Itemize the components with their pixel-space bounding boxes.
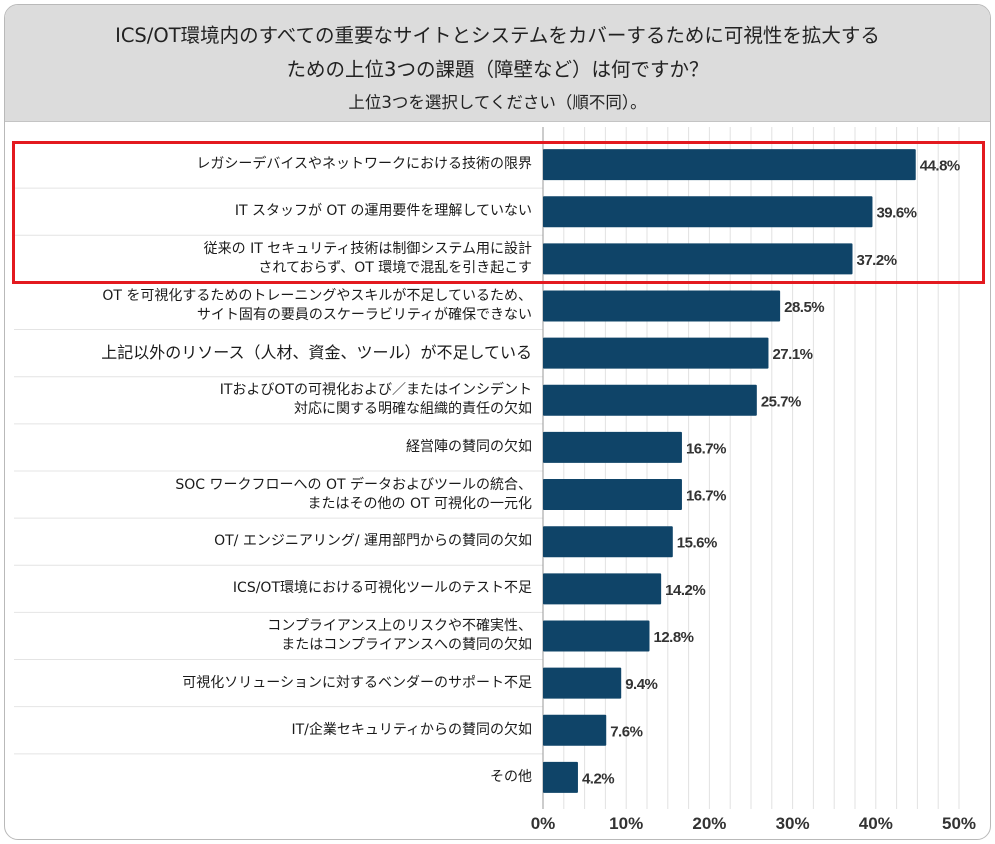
chart-header: ICS/OT環境内のすべての重要なサイトとシステムをカバーするために可視性を拡大… <box>5 5 990 122</box>
category-label: その他 <box>490 768 532 785</box>
bar-value-label: 16.7% <box>686 488 726 505</box>
bar-value-label: 7.6% <box>610 723 642 740</box>
bar-value-label: 12.8% <box>653 629 693 646</box>
bar <box>543 714 607 746</box>
bar <box>543 196 873 228</box>
bar-value-label: 44.8% <box>920 158 960 175</box>
bar-value-label: 4.2% <box>582 770 614 787</box>
category-label: レガシーデバイスやネットワークにおける技術の限界 <box>196 156 532 173</box>
bar-value-label: 9.4% <box>625 676 657 693</box>
category-label: 可視化ソリューションに対するベンダーのサポート不足 <box>182 674 532 691</box>
x-tick-label: 10% <box>609 814 643 833</box>
category-label: 上記以外のリソース（人材、資金、ツール）が不足している <box>101 342 532 362</box>
bar-value-label: 16.7% <box>686 440 726 457</box>
bar <box>543 573 662 605</box>
bar-value-label: 37.2% <box>857 252 897 269</box>
category-label: OT/ エンジニアリング/ 運用部門からの賛同の欠如 <box>214 533 532 550</box>
bar <box>543 243 853 275</box>
bar-value-label: 25.7% <box>761 393 801 410</box>
bar <box>543 620 650 652</box>
category-label: SOC ワークフローへの OT データおよびツールの統合、 またはその他の OT… <box>175 476 532 512</box>
bar <box>543 337 769 369</box>
bar <box>543 479 682 511</box>
bar <box>543 384 757 416</box>
x-tick-label: 40% <box>859 814 893 833</box>
category-label: IT スタッフが OT の運用要件を理解していない <box>234 203 532 220</box>
chart-title-line-2: ための上位3つの課題（障壁など）は何ですか？ <box>286 58 709 81</box>
bar <box>543 526 673 558</box>
bar-value-label: 15.6% <box>677 535 717 552</box>
bar <box>543 667 622 699</box>
category-label: ICS/OT環境における可視化ツールのテスト不足 <box>232 580 532 597</box>
x-tick-label: 20% <box>692 814 726 833</box>
x-tick-label: 50% <box>942 814 976 833</box>
bar-value-label: 27.1% <box>772 346 812 363</box>
bar-value-label: 39.6% <box>876 205 916 222</box>
chart-subtitle: 上位3つを選択してください（順不同）。 <box>348 93 647 112</box>
x-tick-label: 0% <box>531 814 556 833</box>
x-tick-label: 30% <box>776 814 810 833</box>
bar <box>543 761 578 793</box>
category-label: ITおよびOTの可視化および／またはインシデント 対応に関する明確な組織的責任の… <box>219 382 532 418</box>
category-label: 従来の IT セキュリティ技術は制御システム用に設計 されておらず、OT 環境で… <box>203 240 532 276</box>
bar <box>543 290 781 322</box>
bar <box>543 149 916 181</box>
category-label: 経営陣の賛同の欠如 <box>406 438 532 455</box>
category-label: OT を可視化するためのトレーニングやスキルが不足しているため、 サイト固有の要… <box>102 287 532 323</box>
bar <box>543 431 682 463</box>
category-label: コンプライアンス上のリスクや不確実性、 またはコンプライアンスへの賛同の欠如 <box>267 617 532 653</box>
bar-value-label: 28.5% <box>784 299 824 316</box>
category-label: IT/企業セキュリティからの賛同の欠如 <box>291 721 532 738</box>
chart-title-line-1: ICS/OT環境内のすべての重要なサイトとシステムをカバーするために可視性を拡大… <box>115 24 880 47</box>
bar-value-label: 14.2% <box>665 582 705 599</box>
